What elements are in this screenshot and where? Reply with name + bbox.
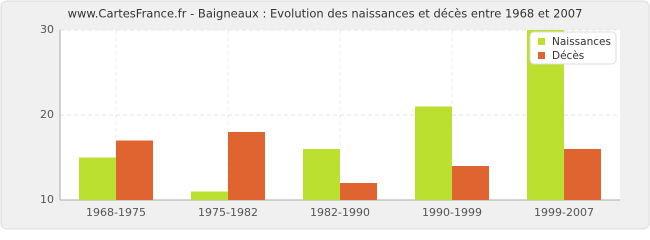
x-tick-label: 1982-1990 — [310, 206, 370, 219]
y-tick-label: 10 — [40, 193, 54, 206]
bar — [415, 106, 452, 200]
x-tick-label: 1975-1982 — [198, 206, 258, 219]
bar — [116, 140, 153, 200]
y-tick-label: 30 — [40, 23, 54, 36]
x-tick-label: 1990-1999 — [422, 206, 482, 219]
legend-label: Naissances — [552, 36, 611, 48]
bar — [564, 149, 601, 200]
chart: www.CartesFrance.fr - Baigneaux : Evolut… — [0, 0, 650, 230]
bar — [79, 157, 116, 200]
bar — [191, 191, 228, 200]
bar — [228, 132, 265, 200]
legend-swatch — [538, 38, 545, 45]
bar — [303, 149, 340, 200]
bar — [452, 166, 489, 200]
legend-box — [529, 31, 617, 65]
bar — [340, 183, 377, 200]
legend-swatch — [538, 52, 545, 59]
y-tick-label: 20 — [40, 108, 54, 121]
chart-title: www.CartesFrance.fr - Baigneaux : Evolut… — [68, 7, 583, 21]
x-tick-label: 1968-1975 — [86, 206, 146, 219]
x-tick-label: 1999-2007 — [534, 206, 594, 219]
legend-label: Décès — [552, 50, 584, 62]
